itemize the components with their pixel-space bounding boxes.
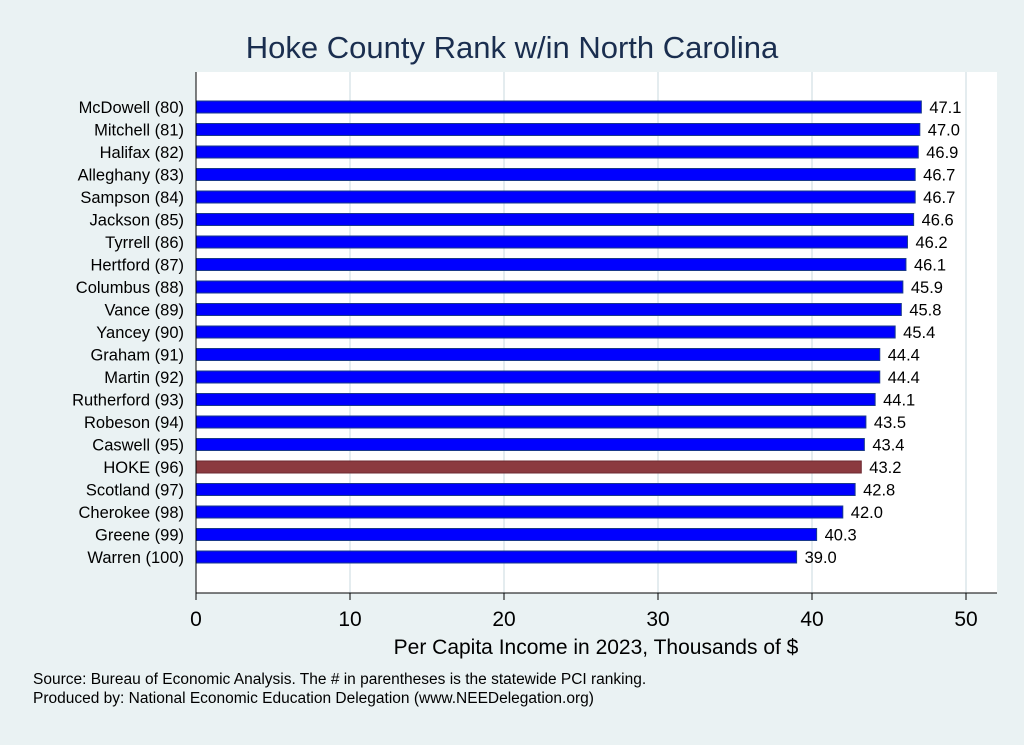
data-label: 43.4 xyxy=(872,437,904,455)
data-label: 47.1 xyxy=(929,99,961,117)
bar xyxy=(195,235,908,249)
bar xyxy=(195,393,876,406)
category-label: Cherokee (98) xyxy=(79,504,184,522)
category-label: Yancey (90) xyxy=(96,324,184,342)
bar xyxy=(195,348,881,361)
x-tick-label: 50 xyxy=(954,608,977,631)
data-label: 45.4 xyxy=(903,324,935,342)
data-label: 42.8 xyxy=(863,482,895,500)
category-label: Scotland (97) xyxy=(86,482,184,500)
data-label: 45.8 xyxy=(909,302,941,320)
bar xyxy=(195,325,896,339)
bar xyxy=(195,415,867,429)
category-label: Robeson (94) xyxy=(84,414,184,432)
bar xyxy=(195,370,881,384)
x-axis-label: Per Capita Income in 2023, Thousands of … xyxy=(394,636,799,659)
category-label: Mitchell (81) xyxy=(94,122,184,140)
bar xyxy=(195,190,916,204)
bar xyxy=(195,550,798,564)
data-label: 46.9 xyxy=(926,144,958,162)
bar xyxy=(195,438,865,451)
category-label: Rutherford (93) xyxy=(72,392,184,410)
x-tick-label: 40 xyxy=(800,608,823,631)
produced-by-note: Produced by: National Economic Education… xyxy=(33,690,594,707)
category-label: Sampson (84) xyxy=(80,189,184,207)
data-label: 44.4 xyxy=(888,347,920,365)
category-label: Greene (99) xyxy=(95,527,184,545)
bar xyxy=(195,505,844,519)
source-note: Source: Bureau of Economic Analysis. The… xyxy=(33,671,647,688)
bar xyxy=(195,483,856,496)
category-label: Vance (89) xyxy=(105,302,185,320)
data-label: 44.1 xyxy=(883,392,915,410)
category-label: Halifax (82) xyxy=(100,144,184,162)
category-label: Martin (92) xyxy=(104,369,184,387)
data-label: 46.2 xyxy=(915,234,947,252)
category-label: Warren (100) xyxy=(87,549,184,567)
data-label: 46.1 xyxy=(914,257,946,275)
category-label: Columbus (88) xyxy=(76,279,184,297)
bar xyxy=(195,213,915,226)
category-label: Caswell (95) xyxy=(92,437,184,455)
bar xyxy=(195,145,919,159)
x-tick-label: 30 xyxy=(646,608,669,631)
bar xyxy=(195,100,922,114)
data-label: 47.0 xyxy=(928,122,960,140)
data-label: 44.4 xyxy=(888,369,920,387)
bar xyxy=(195,123,921,136)
data-label: 46.6 xyxy=(922,212,954,230)
data-label: 43.5 xyxy=(874,414,906,432)
data-label: 39.0 xyxy=(805,549,837,567)
x-tick-label: 10 xyxy=(338,608,361,631)
bar xyxy=(195,528,818,541)
category-label: McDowell (80) xyxy=(79,99,184,117)
data-label: 46.7 xyxy=(923,167,955,185)
chart-title: Hoke County Rank w/in North Carolina xyxy=(246,30,779,65)
data-label: 42.0 xyxy=(851,504,883,522)
x-tick-label: 20 xyxy=(492,608,515,631)
data-label: 43.2 xyxy=(869,459,901,477)
category-label: HOKE (96) xyxy=(103,459,184,477)
bar xyxy=(195,168,916,181)
bar-highlight xyxy=(195,460,862,474)
data-label: 46.7 xyxy=(923,189,955,207)
data-label: 40.3 xyxy=(825,527,857,545)
category-label: Jackson (85) xyxy=(90,212,184,230)
category-label: Alleghany (83) xyxy=(78,167,184,185)
bar xyxy=(195,258,907,271)
bar xyxy=(195,303,902,316)
data-label: 45.9 xyxy=(911,279,943,297)
category-label: Tyrrell (86) xyxy=(105,234,184,252)
category-label: Graham (91) xyxy=(90,347,184,365)
x-tick-label: 0 xyxy=(190,608,202,631)
category-label: Hertford (87) xyxy=(90,257,184,275)
bar xyxy=(195,280,904,294)
